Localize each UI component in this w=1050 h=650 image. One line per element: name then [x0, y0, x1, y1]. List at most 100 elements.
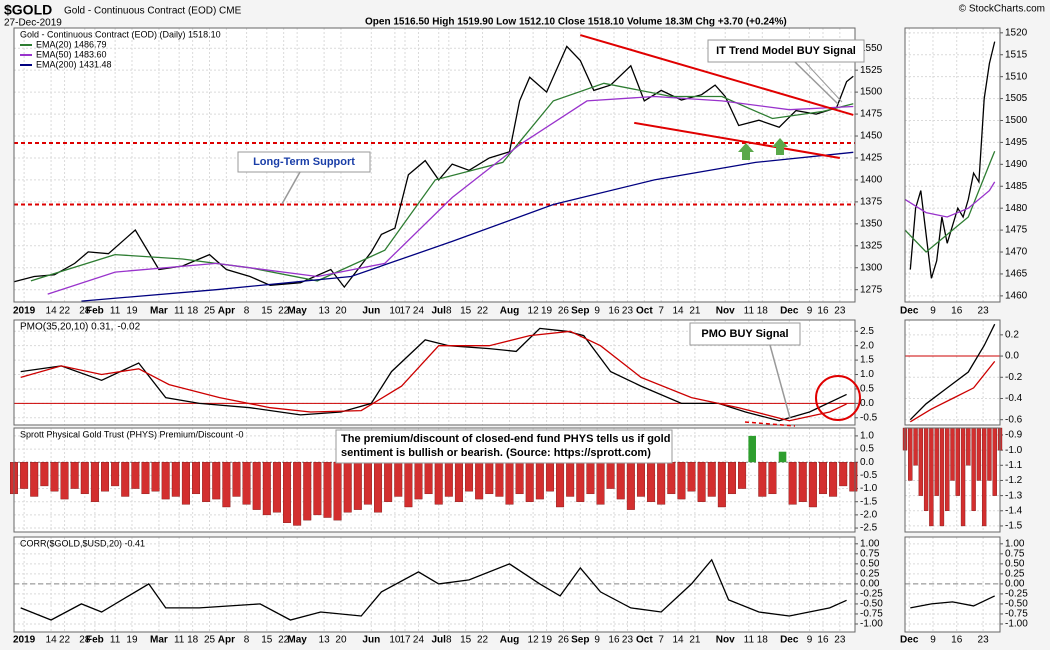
x-tick-label: Aug: [500, 306, 519, 317]
bar: [955, 427, 960, 496]
x-tick-label: 24: [413, 635, 425, 646]
x-tick-label: 14: [46, 635, 58, 646]
x-tick-label: 22: [477, 635, 489, 646]
panel-border: [13, 427, 856, 533]
x-tick-label: 10: [389, 635, 401, 646]
legend-label: -0.02: [117, 322, 140, 333]
series-line: [20, 327, 847, 422]
x-tick-label: 9: [594, 306, 600, 317]
x-tick-label: 26: [558, 306, 570, 317]
bar: [424, 462, 433, 495]
y-tick-label: 1350: [860, 218, 883, 229]
y-tick-label: 0.25: [1005, 569, 1025, 580]
x-tick-label: 8: [244, 635, 250, 646]
x-tick-label: 15: [460, 306, 472, 317]
pointer: [804, 61, 843, 103]
series-line: [910, 595, 995, 609]
y-tick-label: 2.0: [860, 340, 874, 351]
series-line: [909, 323, 996, 421]
x-tick-label: 18: [757, 635, 769, 646]
y-tick-label: 0.75: [1005, 548, 1025, 559]
x-tick-label: Feb: [86, 635, 104, 646]
symbol: $GOLD: [4, 2, 52, 18]
x-tick-label: Apr: [218, 635, 235, 646]
y-tick-label: 1.00: [1005, 538, 1025, 549]
y-tick-label: 2.5: [860, 326, 874, 337]
x-tick-label: 12: [528, 306, 540, 317]
y-tick-label: -1.1: [1005, 460, 1023, 471]
bar: [758, 462, 767, 497]
y-tick-label: 1425: [860, 153, 883, 164]
panel-border: [904, 27, 1001, 303]
x-tick-label: Jul: [431, 635, 446, 646]
x-tick-label: 7: [658, 635, 664, 646]
bar: [839, 462, 848, 487]
y-tick-label: -1.0: [1005, 445, 1023, 456]
x-tick-label: Jun: [362, 306, 380, 317]
bar: [818, 462, 827, 495]
x-tick-label: Apr: [218, 306, 235, 317]
bar: [30, 462, 39, 497]
x-tick-label: 23: [834, 306, 846, 317]
bar: [934, 427, 939, 496]
bar: [111, 462, 120, 487]
x-tick-label: 23: [834, 635, 846, 646]
annotation: The premium/discount of closed-end fund …: [341, 433, 670, 445]
bar: [606, 462, 615, 489]
bar: [323, 462, 332, 518]
x-tick-label: 21: [689, 306, 701, 317]
x-tick-label: 9: [594, 635, 600, 646]
y-tick-label: -0.25: [1005, 589, 1028, 600]
y-tick-label: 1480: [1005, 203, 1028, 214]
y-tick-label: 1400: [860, 175, 883, 186]
x-tick-label: 26: [558, 635, 570, 646]
bar: [929, 427, 934, 527]
bar: [566, 462, 575, 497]
legend-label: PMO(35,20,10) 0.31,: [20, 322, 113, 333]
bar: [545, 462, 554, 492]
x-tick-label: 9: [930, 306, 936, 317]
bar: [454, 462, 463, 502]
x-tick-label: 14: [672, 635, 684, 646]
x-tick-label: 9: [807, 635, 813, 646]
y-tick-label: -0.75: [860, 609, 883, 620]
panel: [14, 28, 855, 302]
bar: [343, 462, 352, 513]
y-tick-label: 0.2: [1005, 329, 1019, 340]
bar: [374, 462, 383, 513]
instrument-name: Gold - Continuous Contract (EOD) CME: [64, 6, 242, 17]
series-line: [30, 82, 854, 282]
legend-label: EMA(200) 1431.48: [36, 59, 112, 69]
bar: [192, 462, 201, 495]
x-tick-label: 2019: [13, 635, 36, 646]
legend-label: EMA(20) 1486.79: [36, 39, 107, 49]
bar: [80, 462, 89, 495]
y-tick-label: 0.00: [860, 579, 880, 590]
x-tick-label: 16: [817, 635, 829, 646]
annotation-box: [707, 39, 865, 63]
x-tick-label: 8: [446, 635, 452, 646]
bar: [303, 462, 312, 521]
x-tick-label: 18: [187, 635, 199, 646]
x-tick-label: Jun: [362, 635, 380, 646]
x-tick-label: Nov: [716, 306, 735, 317]
highlight-circle: [815, 375, 861, 421]
panel: [905, 537, 1000, 632]
bar: [966, 427, 971, 466]
pointer: [769, 344, 791, 419]
bar: [535, 462, 544, 500]
series-line: [81, 151, 854, 302]
series-line: [909, 360, 996, 423]
x-tick-label: 23: [978, 306, 990, 317]
x-tick-label: Dec: [900, 635, 919, 646]
plot-area: 1275130013251350137514001425145014751500…: [10, 27, 1028, 646]
x-tick-label: Oct: [636, 635, 653, 646]
x-tick-label: 16: [817, 306, 829, 317]
bar: [576, 462, 585, 502]
bar: [313, 462, 322, 516]
y-tick-label: 1375: [860, 197, 883, 208]
y-tick-label: 1515: [1005, 49, 1028, 60]
bar: [971, 427, 976, 511]
x-tick-label: 11: [110, 635, 121, 646]
bar: [171, 462, 180, 497]
